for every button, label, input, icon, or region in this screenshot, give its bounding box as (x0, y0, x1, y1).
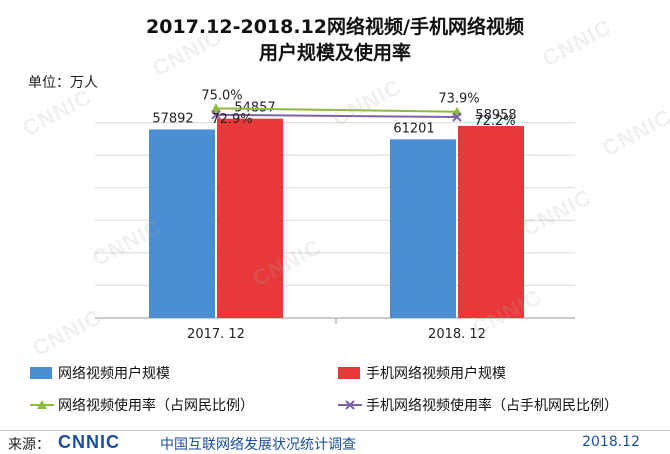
legend-item: 网络视频使用率（占网民比例） (30, 395, 254, 415)
rate-line-mobile (215, 113, 458, 118)
unit-label: 单位：万人 (28, 75, 98, 91)
legend-swatch (30, 367, 52, 379)
bar-web-video (149, 129, 215, 318)
chart-title-line1: 2017.12-2018.12网络视频/手机网络视频 (146, 16, 524, 38)
legend-label: 网络视频用户规模 (58, 366, 170, 382)
footer: 来源： CNNIC 中国互联网络发展状况统计调查 2018.12 (0, 430, 670, 454)
legend-item: 网络视频用户规模 (30, 363, 170, 383)
rate-point-x (452, 112, 462, 122)
x-tick-label: 2018. 12 (428, 327, 486, 342)
x-tick-label: 2017. 12 (187, 327, 245, 342)
bar-value-label: 58958 (475, 108, 516, 123)
legend-label: 网络视频使用率（占网民比例） (58, 398, 254, 414)
rate-value-label: 75.0% (201, 88, 242, 103)
chart-title-line2: 用户规模及使用率 (258, 42, 411, 64)
legend-label: 手机网络视频使用率（占手机网民比例） (366, 398, 618, 414)
rate-point-x (211, 110, 221, 120)
source-label: 来源： (8, 437, 50, 453)
rate-line-web (215, 107, 458, 113)
cnnic-logo: CNNIC (58, 432, 120, 452)
org-name: 中国互联网络发展状况统计调查 (160, 437, 356, 453)
bar-mobile-video (458, 125, 524, 319)
legend-x-marker (338, 400, 362, 410)
legend-item: 手机网络视频使用率（占手机网民比例） (338, 395, 618, 415)
legend: 网络视频用户规模 手机网络视频用户规模网络视频使用率（占网民比例） 手机网络视频使用… (0, 355, 670, 425)
bar-value-label: 61201 (393, 121, 434, 136)
footer-date: 2018.12 (582, 434, 640, 450)
rate-value-label: 72.9% (211, 112, 252, 127)
rate-value-label: 72.2% (474, 114, 515, 129)
bar-value-label: 57892 (152, 111, 193, 126)
bar-mobile-video (217, 118, 283, 318)
legend-label: 手机网络视频用户规模 (366, 366, 506, 382)
chart-title: 2017.12-2018.12网络视频/手机网络视频 用户规模及使用率 (0, 14, 670, 66)
rate-value-label: 73.9% (438, 92, 479, 107)
legend-triangle-marker (30, 400, 54, 409)
legend-swatch (338, 367, 360, 379)
rate-point-triangle (211, 103, 221, 113)
bar-web-video (390, 139, 456, 318)
legend-item: 手机网络视频用户规模 (338, 363, 506, 383)
